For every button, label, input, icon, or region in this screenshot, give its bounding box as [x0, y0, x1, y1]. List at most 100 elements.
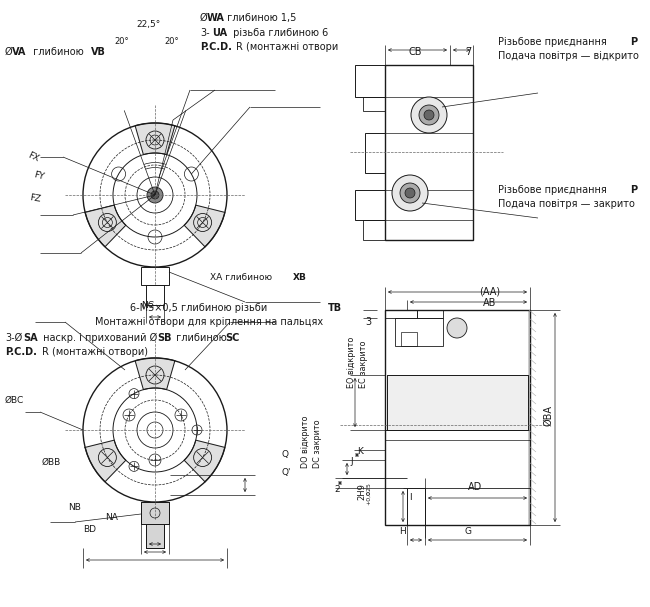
Text: 20°: 20° — [164, 38, 179, 47]
Bar — [141, 502, 169, 524]
Text: K: K — [357, 447, 363, 456]
Text: глибиною: глибиною — [173, 333, 230, 343]
Text: Ø: Ø — [200, 13, 207, 23]
Bar — [355, 190, 385, 220]
Text: VB: VB — [91, 47, 106, 57]
Bar — [407, 488, 425, 525]
Text: FZ: FZ — [29, 194, 42, 205]
Circle shape — [151, 191, 159, 199]
Text: 2H9: 2H9 — [358, 483, 367, 500]
Text: UA: UA — [212, 28, 227, 38]
Text: ТВ: ТВ — [328, 303, 342, 313]
Text: DO відкрито: DO відкрито — [300, 416, 309, 468]
Text: P: P — [630, 185, 637, 195]
Text: глибиною: глибиною — [30, 47, 87, 57]
Text: 6-М3×0,5 глибиною різьби: 6-М3×0,5 глибиною різьби — [130, 303, 270, 313]
Bar — [363, 97, 385, 111]
Text: EC закрито: EC закрито — [359, 341, 367, 388]
Text: P.C.D.: P.C.D. — [5, 347, 37, 357]
Text: 20°: 20° — [114, 38, 129, 47]
Text: R (монтажні отвори: R (монтажні отвори — [236, 42, 338, 52]
Text: ØBA: ØBA — [543, 404, 553, 426]
Text: Різьбове приєднання: Різьбове приєднання — [498, 37, 610, 47]
Text: глибиною 1,5: глибиною 1,5 — [224, 13, 296, 23]
Text: 0: 0 — [367, 491, 372, 495]
Text: Ø: Ø — [5, 47, 12, 57]
Text: AB: AB — [484, 298, 497, 308]
Text: SA: SA — [23, 333, 38, 343]
Text: XB: XB — [293, 274, 307, 282]
Text: NB: NB — [68, 503, 81, 512]
Text: 3: 3 — [365, 317, 371, 327]
Text: VA: VA — [12, 47, 27, 57]
Text: G: G — [465, 527, 471, 537]
Text: Q': Q' — [282, 467, 291, 476]
Text: FX: FX — [26, 151, 40, 164]
Text: (AA): (AA) — [480, 287, 500, 297]
Circle shape — [392, 175, 428, 211]
Text: ØBC: ØBC — [5, 396, 24, 404]
Text: 22,5°: 22,5° — [136, 21, 160, 30]
Bar — [385, 310, 417, 318]
Text: ØBB: ØBB — [42, 458, 61, 467]
Circle shape — [424, 110, 434, 120]
Bar — [385, 65, 473, 240]
Circle shape — [400, 183, 420, 203]
Bar — [146, 524, 164, 548]
Text: SB: SB — [157, 333, 172, 343]
Text: DC закрито: DC закрито — [313, 419, 322, 468]
Circle shape — [419, 105, 439, 125]
Text: 3-: 3- — [200, 28, 209, 38]
Text: Q: Q — [282, 450, 289, 459]
Text: WA: WA — [207, 13, 225, 23]
Text: EO відкрито: EO відкрито — [348, 337, 356, 388]
Bar — [385, 310, 530, 525]
Text: BD: BD — [83, 526, 96, 535]
Polygon shape — [184, 205, 225, 247]
Text: Подача повітря — закрито: Подача повітря — закрито — [498, 199, 635, 209]
Bar — [528, 310, 530, 525]
Text: P: P — [630, 37, 637, 47]
Polygon shape — [135, 123, 175, 155]
Circle shape — [411, 97, 447, 133]
Circle shape — [147, 187, 163, 203]
Polygon shape — [85, 205, 126, 247]
Bar — [387, 375, 528, 430]
Text: I: I — [409, 493, 411, 503]
Text: NC: NC — [142, 300, 155, 310]
Text: 7: 7 — [465, 47, 471, 57]
Polygon shape — [85, 440, 126, 482]
Circle shape — [447, 318, 467, 338]
Text: Різьбове приєднання: Різьбове приєднання — [498, 185, 610, 195]
Bar — [141, 267, 169, 285]
Text: наскр. і прихований Ø: наскр. і прихований Ø — [40, 333, 157, 343]
Text: CB: CB — [408, 47, 422, 57]
Bar — [363, 220, 385, 240]
Text: J: J — [351, 458, 354, 467]
Text: SC: SC — [225, 333, 239, 343]
Text: P.C.D.: P.C.D. — [200, 42, 232, 52]
Polygon shape — [135, 358, 175, 390]
Bar — [401, 332, 417, 346]
Text: +0,025: +0,025 — [367, 482, 372, 505]
Bar — [387, 375, 528, 430]
Bar — [365, 133, 385, 173]
Bar — [355, 65, 385, 97]
Text: 2: 2 — [334, 486, 340, 495]
Text: NA: NA — [105, 514, 118, 523]
Text: R (монтажні отвори): R (монтажні отвори) — [42, 347, 148, 357]
Bar — [141, 502, 169, 524]
Text: H: H — [400, 527, 406, 537]
Circle shape — [405, 188, 415, 198]
Text: AD: AD — [468, 482, 482, 492]
Text: FY: FY — [33, 171, 46, 182]
Text: Подача повітря — відкрито: Подача повітря — відкрито — [498, 51, 639, 61]
Bar — [146, 524, 164, 548]
Text: 3-Ø: 3-Ø — [5, 333, 22, 343]
Text: Монтажні отвори для кріплення на пальцях: Монтажні отвори для кріплення на пальцях — [95, 317, 323, 327]
Text: XA глибиною: XA глибиною — [210, 274, 275, 282]
Polygon shape — [184, 440, 225, 482]
Bar — [146, 285, 164, 305]
Text: різьба глибиною 6: різьба глибиною 6 — [230, 28, 328, 38]
Bar — [395, 318, 443, 346]
